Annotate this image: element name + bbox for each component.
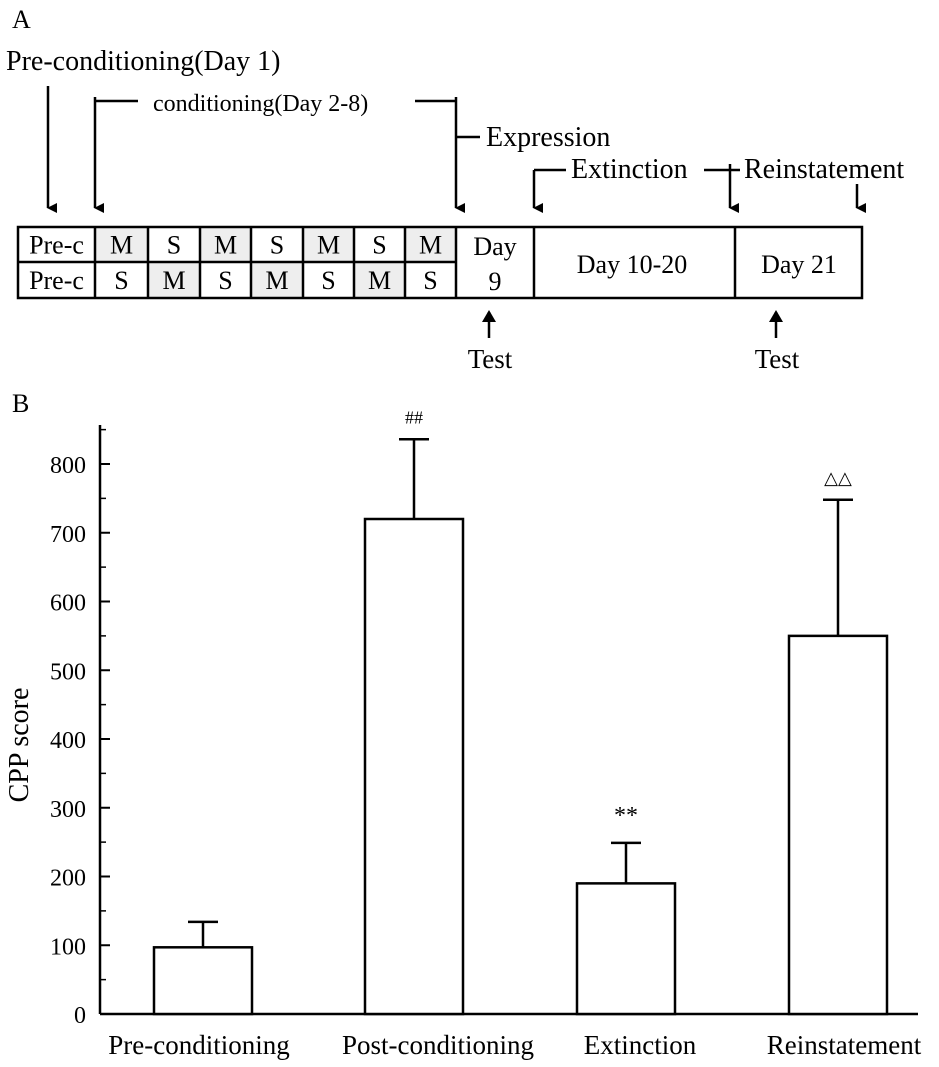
test-label-day21: Test [755,344,800,374]
x-category-label: Pre-conditioning [108,1030,289,1060]
schedule-cell-row1-4: S [270,231,284,260]
day9-cell-line2: 9 [489,267,502,296]
day10-20-cell: Day 10-20 [577,250,687,279]
y-tick-label: 400 [50,728,86,754]
schedule-cell-row1-3: M [214,231,237,260]
x-category-label: Reinstatement [767,1030,922,1060]
x-category-label: Extinction [584,1030,697,1060]
schedule-cell-row2-1: S [114,266,128,295]
y-tick-label: 800 [50,453,86,479]
extinction-phase-label: Extinction [571,154,688,185]
bar-post-conditioning [363,517,465,1016]
test-arrows [482,310,783,338]
schedule-cell-row1-6: S [372,231,386,260]
panel-a: A Pre-conditioning(Day 1) conditioning(D… [6,5,904,374]
significance-marker: ** [614,803,638,829]
bar-reinstatement [787,634,889,1016]
conditioning-phase-label: conditioning(Day 2-8) [153,91,368,117]
test-label-day9: Test [468,344,513,374]
day21-cell: Day 21 [761,250,837,279]
schedule-cell-row1-7: M [419,231,442,260]
bar-extinction [575,882,677,1016]
y-tick-label: 0 [74,1003,86,1029]
preconditioning-phase-label: Pre-conditioning(Day 1) [6,46,281,77]
schedule-cell-row1-0: Pre-c [29,231,84,260]
panel-b-label: B [12,389,29,418]
reinstatement-phase-label: Reinstatement [744,154,904,185]
schedule-cell-row1-2: S [167,231,181,260]
schedule-shade-row2-2 [148,262,200,298]
schedule-shade-row1-3 [200,227,251,262]
schedule-cell-row2-5: S [321,266,335,295]
schedule-cell-row2-3: S [218,266,232,295]
bar-chart: 0 100 200 300 400 500 600 700 800 Pre-conditionin… [50,407,922,1060]
bar-pre-conditioning [152,946,254,1016]
significance-marker: ## [405,407,423,427]
schedule-cell-row2-6: M [368,266,391,295]
schedule-cell-row1-5: M [317,231,340,260]
schedule-shade-row2-4 [251,262,303,298]
schedule-cell-row2-7: S [423,266,437,295]
y-tick-label: 600 [50,591,86,617]
day9-cell-line1: Day [473,232,516,261]
panel-a-label: A [12,5,31,34]
schedule-cell-row2-0: Pre-c [29,266,84,295]
y-tick-label: 500 [50,659,86,685]
schedule-cell-row2-2: M [162,266,185,295]
schedule-shade-row2-6 [354,262,405,298]
y-axis-title: CPP score [4,688,35,803]
schedule-cell-row1-1: M [110,231,133,260]
schedule-shade-row1-7 [405,227,456,262]
y-tick-label: 700 [50,522,86,548]
expression-phase-label: Expression [486,122,610,153]
schedule-shade-row1-1 [95,227,148,262]
schedule-shade-row1-5 [303,227,354,262]
y-tick-label: 300 [50,797,86,823]
schedule-cell-row2-4: M [265,266,288,295]
y-tick-label: 200 [50,866,86,892]
significance-marker: △△ [824,468,852,488]
panel-b: B CPP score 0 100 200 300 400 500 600 700 800 Pre… [4,389,922,1060]
y-tick-label: 100 [50,934,86,960]
timeline-brackets [46,86,866,213]
x-category-label: Post-conditioning [342,1030,534,1060]
